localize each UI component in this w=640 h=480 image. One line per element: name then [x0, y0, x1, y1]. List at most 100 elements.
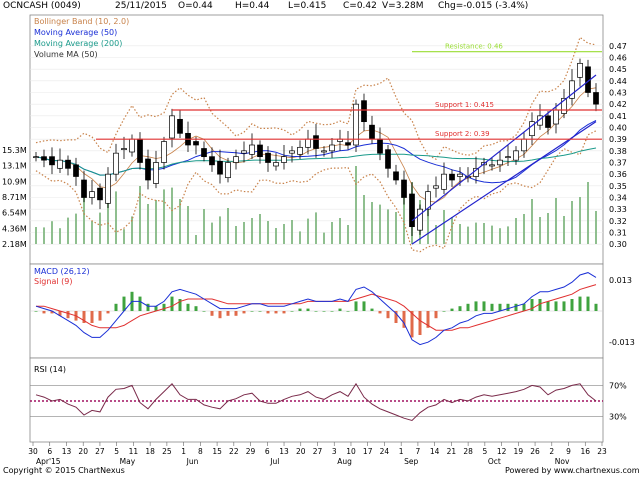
price-tick-label: 0.46	[609, 54, 627, 63]
volume-bar	[443, 210, 445, 244]
price-tick-label: 0.40	[609, 124, 627, 133]
price-tick-label: 0.39	[609, 135, 627, 144]
macd-histogram-bar	[346, 311, 350, 312]
volume-bar	[579, 197, 581, 244]
macd-histogram-bar	[426, 311, 430, 328]
x-tick-label: 21	[447, 447, 457, 456]
legend-entry: Moving Average (200)	[34, 39, 122, 48]
macd-histogram-bar	[58, 311, 62, 316]
candle-body	[289, 150, 295, 154]
macd-histogram-bar	[178, 299, 182, 311]
macd-histogram-bar	[418, 311, 422, 335]
volume-bar	[171, 187, 173, 244]
macd-histogram-bar	[234, 311, 238, 316]
candle-body	[545, 115, 551, 128]
candle-body	[41, 156, 47, 161]
macd-histogram-bar	[362, 301, 366, 311]
volume-bar	[243, 222, 245, 244]
month-label: Sep	[404, 457, 418, 466]
volume-bar	[123, 229, 125, 244]
candle-body	[57, 159, 63, 169]
volume-bar	[571, 201, 573, 244]
month-label: Apr'15	[36, 457, 61, 466]
volume-bar	[107, 186, 109, 244]
rsi-panel: RSI (14) 70% 30%	[30, 365, 627, 422]
legend-entry: Volume MA (50)	[34, 50, 98, 59]
rsi-panel-frame	[29, 357, 604, 443]
candle-body	[265, 152, 271, 163]
macd-histogram-bar	[306, 308, 310, 311]
x-tick-label: 24	[380, 447, 390, 456]
candlesticks	[33, 58, 599, 245]
candle-body	[457, 173, 463, 177]
macd-histogram-bar	[338, 308, 342, 311]
volume-bar	[475, 222, 477, 244]
macd-histogram-bar	[202, 311, 206, 312]
macd-histogram-bar	[42, 311, 46, 314]
volume-tick-label: 8.71M	[2, 193, 27, 202]
volume-bar	[179, 199, 181, 244]
rsi-tick-label: 30%	[609, 413, 627, 422]
candle-body	[105, 173, 111, 204]
macd-histogram-bar	[506, 303, 510, 311]
candle-body	[121, 148, 127, 151]
volume-bar	[435, 225, 437, 244]
x-tick-label: 5	[482, 447, 487, 456]
rsi-tick-label: 70%	[609, 381, 627, 390]
x-tick-label: 19	[514, 447, 524, 456]
candle-body	[409, 193, 415, 228]
candle-body	[417, 208, 423, 231]
price-tick-label: 0.44	[609, 77, 627, 86]
volume-bars	[35, 166, 597, 244]
rsi-legend: RSI (14)	[34, 365, 66, 374]
x-tick-label: 30	[28, 447, 38, 456]
x-axis: 30 6 13 20 27 5 11 18 25 1 8 15 22 29 6 13 20 27 3 10 17 24 1 7…	[28, 442, 607, 466]
candle-body	[193, 141, 199, 146]
candle-body	[161, 141, 167, 163]
volume-bar	[235, 226, 237, 244]
candle-body	[241, 150, 247, 154]
x-tick-label: 6	[47, 447, 52, 456]
macd-histogram-bar	[490, 303, 494, 311]
price-tick-label: 0.41	[609, 112, 627, 121]
high-label: H=0.44	[235, 1, 270, 11]
macd-histogram-bar	[474, 301, 478, 311]
macd-histogram-bar	[194, 306, 198, 311]
volume-bar	[323, 232, 325, 244]
volume-bar	[347, 225, 349, 244]
macd-histogram-bar	[482, 301, 486, 311]
price-tick-label: 0.47	[609, 42, 627, 51]
macd-histogram-bar	[226, 311, 230, 316]
month-label: Jun	[186, 457, 199, 466]
volume-bar	[363, 195, 365, 244]
candle-body	[73, 164, 79, 177]
macd-histogram-bar	[282, 311, 286, 314]
candle-body	[433, 185, 439, 189]
volume-bar	[563, 216, 565, 244]
x-tick-label: 11	[129, 447, 139, 456]
candle-body	[489, 164, 495, 167]
macd-histogram-bar	[578, 296, 582, 311]
macd-tick-label: 0.013	[609, 276, 632, 285]
month-label: Jul	[269, 457, 279, 466]
candle-body	[209, 156, 215, 166]
channel-lower-line	[411, 121, 597, 245]
macd-histogram-bar	[154, 306, 158, 311]
macd-histogram-bar	[410, 311, 414, 338]
volume-bar	[307, 218, 309, 244]
candle-body	[593, 92, 599, 105]
macd-histogram-bar	[114, 303, 118, 311]
macd-panel: MACD (26,12)Signal (9) 0.013 -0.013	[30, 267, 635, 347]
volume-bar	[515, 218, 517, 244]
volume-bar	[67, 217, 69, 244]
macd-histogram-bar	[458, 306, 462, 311]
volume-bar	[99, 212, 101, 244]
macd-histogram-bar	[370, 308, 374, 311]
candle-body	[393, 171, 399, 181]
volume-bar	[451, 217, 453, 244]
x-tick-label: 3	[332, 447, 337, 456]
macd-line	[35, 272, 597, 346]
x-tick-label: 10	[346, 447, 356, 456]
candle-body	[441, 173, 447, 190]
month-label: May	[120, 457, 136, 466]
